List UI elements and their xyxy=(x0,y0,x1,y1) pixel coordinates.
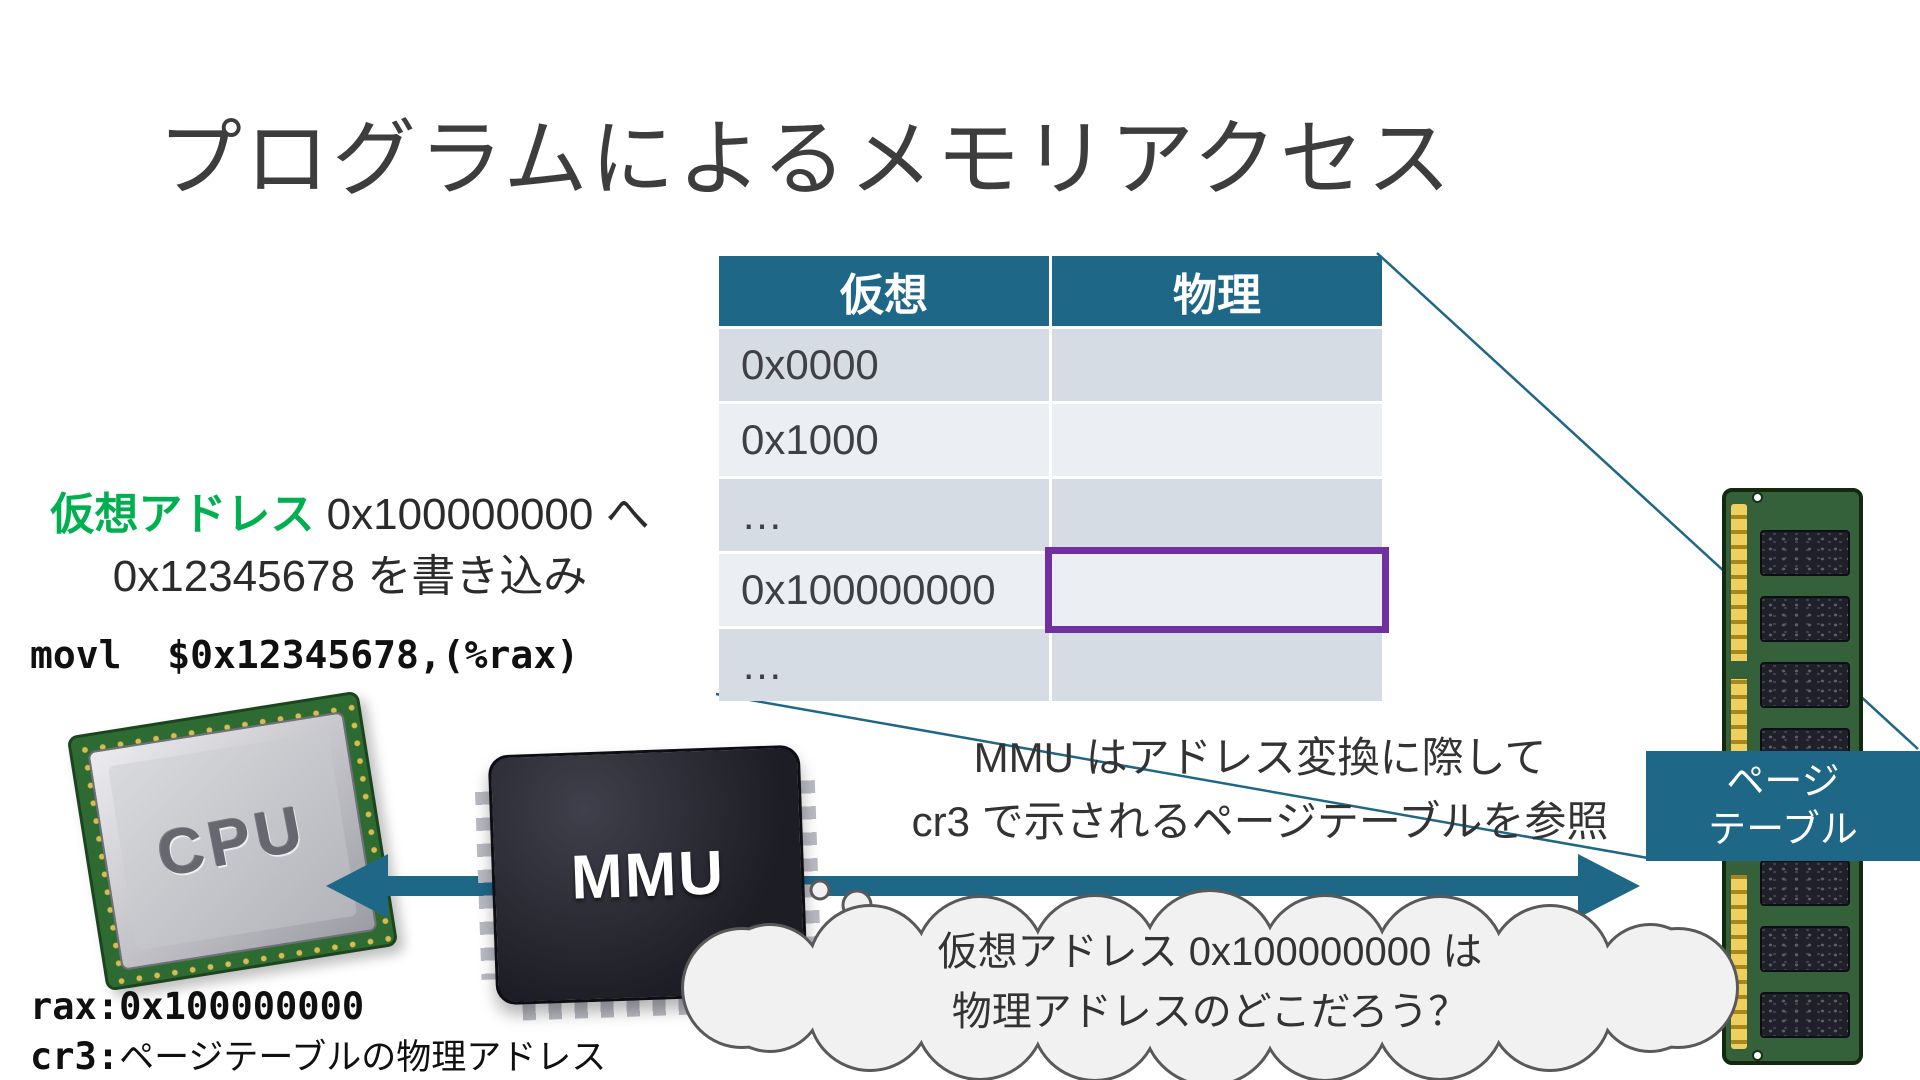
ram-connector-notch xyxy=(1731,857,1747,876)
ram-connector-notch xyxy=(1731,661,1747,680)
cr3-label: cr3: xyxy=(30,1035,120,1078)
page-table-zoom: 仮想 物理 0x0000 0x1000 … 0x1000000 xyxy=(716,253,1389,704)
page-table-label-line1: ページ xyxy=(1726,761,1840,803)
cpu-label: CPU xyxy=(151,791,314,891)
ram-chip xyxy=(1760,596,1850,642)
cpu-illustration: CPU xyxy=(66,690,399,992)
page-table-label-line2: テーブル xyxy=(1708,809,1858,851)
write-note-line2: 0x12345678 を書き込み xyxy=(112,552,588,601)
table-row: … xyxy=(719,629,1382,701)
cell-virtual: 0x1000 xyxy=(719,404,1049,476)
highlighted-physical-cell xyxy=(1045,547,1389,633)
write-note-line1-rest: 0x100000000 へ xyxy=(314,490,650,539)
mmu-label: MMU xyxy=(569,837,727,913)
page-table: 仮想 物理 0x0000 0x1000 … 0x1000000 xyxy=(716,253,1385,704)
ram-chip xyxy=(1760,530,1850,576)
col-header-virtual: 仮想 xyxy=(719,256,1049,326)
table-row: 0x0000 xyxy=(719,329,1382,401)
cell-physical xyxy=(1052,404,1382,476)
table-row: 0x1000 xyxy=(719,404,1382,476)
mmu-note-line2: cr3 で示されるページテーブルを参照 xyxy=(911,798,1609,845)
assembly-instruction: movl $0x12345678,(%rax) xyxy=(30,633,580,677)
write-note-line1: 仮想アドレス 0x100000000 へ xyxy=(5,484,695,546)
rax-register: rax:0x100000000 xyxy=(30,985,365,1028)
cpu-core-plate: CPU xyxy=(107,731,358,951)
cell-physical xyxy=(1052,554,1382,626)
thought-bubble-text: 仮想アドレス 0x100000000 は 物理アドレスのどこだろう？ xyxy=(710,922,1710,1042)
cell-virtual: … xyxy=(719,479,1049,551)
cell-virtual: … xyxy=(719,629,1049,701)
ram-chip xyxy=(1760,662,1850,708)
write-note: 仮想アドレス 0x100000000 へ 0x12345678 を書き込み xyxy=(5,484,695,608)
thought-trail-large xyxy=(841,889,873,921)
arrow-head-right xyxy=(1578,854,1640,918)
ram-chip xyxy=(1760,992,1850,1038)
table-row: 0x100000000 xyxy=(719,554,1382,626)
mmu-note-line1: MMU はアドレス変換に際して xyxy=(973,734,1547,781)
thought-line1: 仮想アドレス 0x100000000 は xyxy=(937,930,1483,974)
register-values: rax:0x100000000 cr3:ページテーブルの物理アドレス xyxy=(30,982,606,1080)
cell-physical xyxy=(1052,479,1382,551)
cell-physical xyxy=(1052,329,1382,401)
mmu-note: MMU はアドレス変換に際して cr3 で示されるページテーブルを参照 xyxy=(760,726,1760,854)
thought-line2: 物理アドレスのどこだろう？ xyxy=(951,990,1469,1034)
page-table-callout-label: ページ テーブル xyxy=(1646,751,1920,861)
cell-physical xyxy=(1052,629,1382,701)
cell-virtual: 0x0000 xyxy=(719,329,1049,401)
virtual-address-keyword: 仮想アドレス xyxy=(50,490,315,539)
ram-hole xyxy=(1752,1050,1763,1061)
ram-hole xyxy=(1752,492,1763,503)
cr3-register: cr3:ページテーブルの物理アドレス xyxy=(30,1032,606,1080)
col-header-physical: 物理 xyxy=(1052,256,1382,326)
table-row: … xyxy=(719,479,1382,551)
ram-chip xyxy=(1760,926,1850,972)
cr3-value: ページテーブルの物理アドレス xyxy=(119,1038,607,1077)
table-header-row: 仮想 物理 xyxy=(719,256,1382,326)
ram-chip xyxy=(1760,860,1850,906)
cell-virtual: 0x100000000 xyxy=(719,554,1049,626)
slide-title: プログラムによるメモリアクセス xyxy=(158,112,1454,206)
